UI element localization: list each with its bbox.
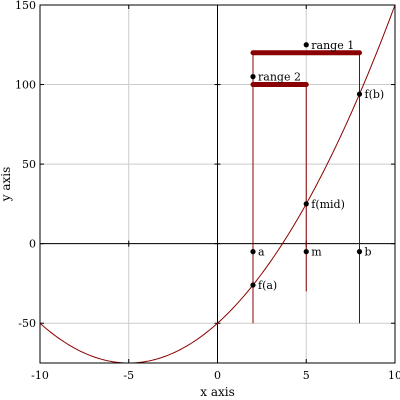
y-tick-label: 50 [22, 158, 36, 171]
point-marker [250, 282, 256, 288]
range-label-point [303, 42, 309, 48]
axes [39, 4, 396, 363]
x-tick-label: 5 [303, 369, 310, 382]
point-marker [356, 91, 363, 97]
point-label: f(mid) [311, 198, 345, 211]
x-tick-label: 0 [214, 369, 221, 382]
point-label: a [258, 246, 265, 259]
range-label: range 2 [258, 71, 301, 84]
point-label: f(a) [258, 279, 277, 292]
point-marker [250, 249, 256, 255]
x-tick-label: -10 [31, 369, 49, 382]
y-axis-label: y axis [0, 167, 13, 203]
vertical-lines-group [252, 52, 360, 324]
range-label-point [250, 74, 256, 80]
point-label: b [365, 246, 372, 259]
plot-frame [39, 4, 396, 364]
function-curve [39, 4, 396, 364]
y-tick-label: 150 [15, 0, 36, 12]
point-marker [303, 201, 309, 207]
points-group: a m b f(a) f(mid) f(b) [250, 88, 384, 292]
range-bars-group: range 1 range 2 [250, 39, 362, 88]
point-marker [303, 249, 309, 255]
y-tick-label: 100 [15, 79, 36, 92]
y-tick-label: -50 [18, 317, 36, 330]
point-marker [356, 249, 363, 255]
point-label: m [311, 246, 322, 259]
x-axis-label: x axis [200, 385, 235, 399]
function-curve-group [39, 4, 396, 364]
x-tick-label: -5 [123, 369, 134, 382]
x-tick-label: 10 [388, 369, 400, 382]
y-tick-label: 0 [29, 238, 36, 251]
point-label: f(b) [365, 88, 385, 101]
range-label: range 1 [311, 39, 354, 52]
